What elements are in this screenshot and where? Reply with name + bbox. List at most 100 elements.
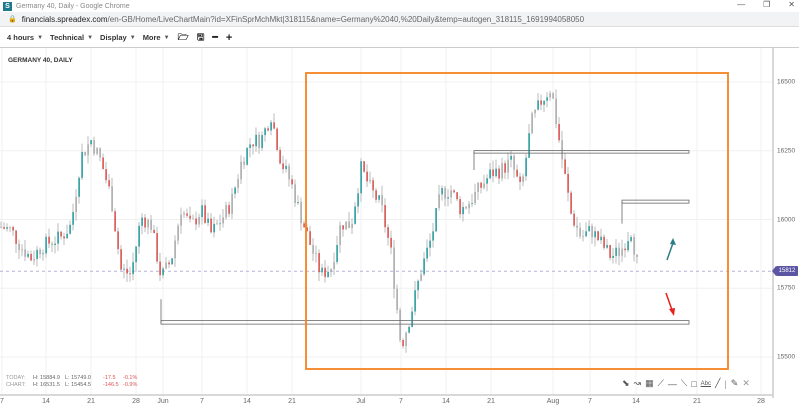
- candle-body: [135, 246, 137, 263]
- candle-body: [480, 182, 482, 188]
- candle-body: [345, 221, 347, 230]
- candle-body: [495, 168, 497, 177]
- candle-body: [270, 122, 272, 131]
- candle-body: [591, 225, 593, 238]
- candle-body: [276, 128, 278, 150]
- candle-body: [45, 236, 47, 254]
- stats-label: TODAY:: [6, 375, 26, 381]
- pointer-icon[interactable]: ⬊: [622, 378, 630, 388]
- candle-body: [204, 205, 206, 223]
- horizontal-line-icon[interactable]: —: [667, 378, 677, 389]
- candle-body: [72, 211, 74, 225]
- candle-body: [39, 249, 41, 255]
- candle-body: [468, 203, 470, 209]
- x-tick-label: 21: [87, 398, 95, 405]
- candle-body: [99, 148, 101, 158]
- candle-body: [426, 247, 428, 259]
- x-tick-label: Aug: [546, 398, 560, 405]
- candle-body: [171, 258, 173, 265]
- stats-high: H: 16531.5: [33, 382, 60, 388]
- candle-body: [69, 224, 71, 234]
- line-icon[interactable]: ╱: [715, 378, 721, 388]
- url-path: /en-GB/Home/LiveChartMain?id=XFinSprMchM…: [107, 14, 585, 24]
- candle-body: [354, 206, 356, 224]
- candle-body: [456, 192, 458, 200]
- candle-body: [246, 147, 248, 165]
- candle-body: [618, 247, 620, 256]
- candle-body: [300, 201, 302, 224]
- candle-body: [534, 109, 536, 114]
- close-icon[interactable]: ✕: [742, 378, 750, 388]
- stats-change: -17.5: [103, 375, 116, 381]
- candle-body: [432, 231, 434, 241]
- stats-low: L: 15454.5: [65, 382, 91, 388]
- more-label: More: [142, 33, 161, 42]
- candle-body: [183, 213, 185, 215]
- fan-icon[interactable]: ⟋: [657, 378, 664, 388]
- candle-body: [279, 149, 281, 164]
- candle-body: [324, 267, 326, 277]
- display-label: Display: [100, 33, 127, 42]
- candle-body: [252, 144, 254, 147]
- candle-body: [117, 231, 119, 250]
- close-window-button[interactable]: ✕: [788, 0, 795, 9]
- save-icon[interactable]: 🖫: [196, 31, 205, 42]
- interval-dropdown[interactable]: 4 hours ▼: [7, 33, 43, 42]
- folder-open-icon[interactable]: 🗁: [177, 31, 189, 42]
- candle-body: [153, 229, 155, 234]
- candle-body: [585, 231, 587, 237]
- candle-body: [465, 207, 467, 209]
- candle-body: [513, 155, 515, 170]
- candle-body: [372, 180, 374, 191]
- candle-body: [399, 309, 401, 341]
- technical-dropdown[interactable]: Technical ▼: [50, 33, 93, 42]
- address-bar[interactable]: 🔒 financials.spreadex.com/en-GB/Home/Liv…: [0, 12, 799, 27]
- candle-body: [51, 243, 53, 245]
- candle-body: [249, 144, 251, 148]
- candle-body: [48, 236, 50, 244]
- bullish-arrow-head: [670, 238, 676, 245]
- minimize-button[interactable]: —: [737, 0, 746, 9]
- candle-body: [453, 190, 455, 193]
- fib-grid-icon[interactable]: ▦: [645, 378, 654, 388]
- candle-body: [84, 151, 86, 156]
- zoom-in-icon[interactable]: +: [225, 31, 233, 44]
- candle-body: [471, 203, 473, 204]
- candle-body: [462, 207, 464, 215]
- interval-label: 4 hours: [7, 33, 35, 42]
- candle-body: [558, 123, 560, 141]
- candle-body: [66, 233, 68, 239]
- candle-body: [561, 140, 563, 160]
- candle-body: [201, 205, 203, 217]
- candle-body: [147, 219, 149, 228]
- x-tick-label: Jul: [356, 398, 366, 405]
- y-tick-label: 15500: [777, 353, 796, 361]
- candle-body: [285, 165, 287, 170]
- candle-body: [330, 269, 332, 272]
- candle-body: [105, 169, 107, 181]
- maximize-button[interactable]: ❐: [763, 0, 771, 9]
- stats-pct: -0.1%: [123, 375, 138, 381]
- rectangle-icon[interactable]: □: [691, 378, 697, 389]
- candle-body: [444, 188, 446, 199]
- candle-body: [483, 183, 485, 188]
- zoom-out-icon[interactable]: ━: [212, 32, 218, 42]
- candle-body: [306, 227, 308, 232]
- trend-line-icon[interactable]: ⟍: [680, 378, 688, 388]
- price-chart[interactable]: [0, 48, 799, 411]
- candle-body: [576, 225, 578, 228]
- more-dropdown[interactable]: More ▼: [143, 33, 170, 42]
- candle-body: [423, 258, 425, 275]
- candle-body: [228, 205, 230, 214]
- candle-body: [9, 227, 11, 228]
- display-dropdown[interactable]: Display ▼: [100, 33, 136, 42]
- candle-body: [27, 253, 29, 257]
- candle-body: [522, 176, 524, 182]
- candle-body: [186, 213, 188, 216]
- text-icon[interactable]: Abc: [700, 380, 712, 387]
- candle-body: [459, 199, 461, 215]
- pencil-icon[interactable]: ✎: [730, 378, 739, 388]
- candle-body: [150, 219, 152, 230]
- candle-body: [315, 253, 317, 254]
- curve-icon[interactable]: ↝: [633, 378, 642, 388]
